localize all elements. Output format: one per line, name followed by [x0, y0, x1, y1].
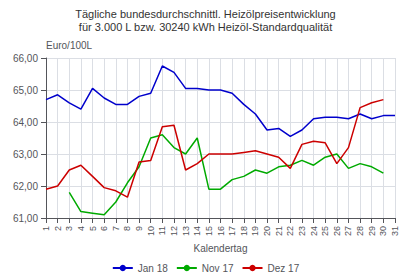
svg-text:63,00: 63,00 [13, 149, 38, 160]
svg-text:18: 18 [239, 226, 249, 236]
svg-text:4: 4 [76, 226, 86, 231]
svg-text:12: 12 [169, 226, 179, 236]
svg-text:10: 10 [146, 226, 156, 236]
svg-text:1: 1 [41, 226, 51, 231]
svg-text:17: 17 [227, 226, 237, 236]
svg-text:27: 27 [343, 226, 353, 236]
svg-text:28: 28 [355, 226, 365, 236]
svg-text:13: 13 [181, 226, 191, 236]
svg-text:61,00: 61,00 [13, 213, 38, 224]
svg-text:Jan 18: Jan 18 [138, 263, 168, 274]
svg-text:25: 25 [320, 226, 330, 236]
svg-text:24: 24 [309, 226, 319, 236]
svg-text:66,00: 66,00 [13, 53, 38, 64]
svg-text:Kalendertag: Kalendertag [194, 243, 248, 254]
svg-text:Dez 17: Dez 17 [268, 263, 300, 274]
svg-text:23: 23 [297, 226, 307, 236]
svg-text:15: 15 [204, 226, 214, 236]
svg-text:11: 11 [157, 226, 167, 235]
svg-text:5: 5 [88, 226, 98, 231]
svg-text:Nov 17: Nov 17 [202, 263, 234, 274]
svg-text:16: 16 [216, 226, 226, 236]
svg-text:8: 8 [122, 226, 132, 231]
svg-text:62,00: 62,00 [13, 181, 38, 192]
svg-text:2: 2 [53, 226, 63, 231]
svg-text:65,00: 65,00 [13, 85, 38, 96]
svg-text:64,00: 64,00 [13, 117, 38, 128]
svg-text:29: 29 [367, 226, 377, 236]
svg-text:30: 30 [378, 226, 388, 236]
svg-text:14: 14 [192, 226, 202, 236]
svg-text:26: 26 [332, 226, 342, 236]
svg-text:9: 9 [134, 226, 144, 231]
svg-text:22: 22 [285, 226, 295, 236]
svg-text:Euro/100L: Euro/100L [46, 40, 93, 51]
svg-text:für 3.000 L bzw. 30240 kWh Hei: für 3.000 L bzw. 30240 kWh Heizöl-Standa… [79, 21, 332, 33]
svg-text:20: 20 [262, 226, 272, 236]
svg-text:21: 21 [274, 226, 284, 236]
svg-text:Tägliche bundesdurchschnittl.: Tägliche bundesdurchschnittl. Heizölprei… [75, 8, 335, 20]
svg-text:19: 19 [250, 226, 260, 236]
svg-text:3: 3 [64, 226, 74, 231]
svg-text:7: 7 [111, 226, 121, 231]
svg-text:6: 6 [99, 226, 109, 231]
svg-text:31: 31 [390, 226, 400, 236]
